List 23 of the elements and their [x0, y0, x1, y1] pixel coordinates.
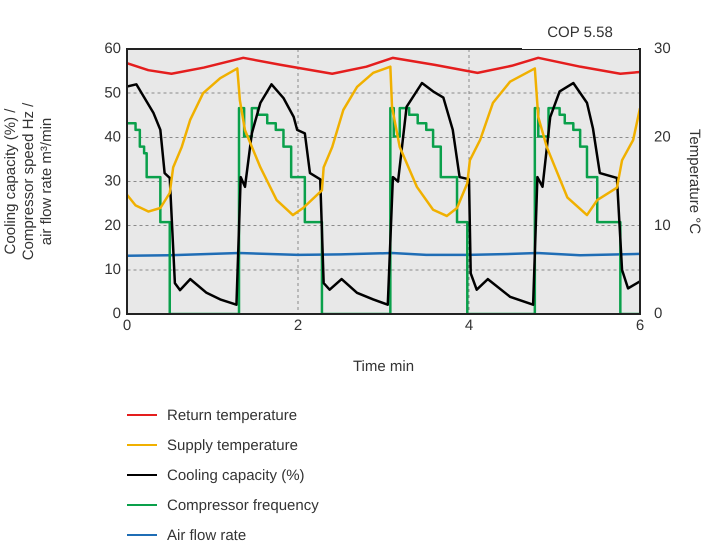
y-tick-label: 30 — [104, 172, 121, 190]
y-axis-title: Cooling capacity (%) / Compressor speed Hz / air flow rate m³/min — [2, 102, 56, 260]
legend-label: Compressor frequency — [167, 496, 319, 514]
x-tick-label: 2 — [294, 317, 302, 334]
y-tick-label: 40 — [104, 128, 121, 146]
y-tick-label: 20 — [104, 216, 121, 234]
x-tick-label: 4 — [464, 317, 474, 334]
legend-label: Supply temperature — [167, 436, 298, 454]
y2-tick-label: 0 — [654, 305, 662, 322]
y-tick-label: 50 — [104, 84, 121, 102]
y-tick-label: 0 — [112, 305, 121, 322]
legend-label: Air flow rate — [167, 526, 246, 544]
y2-axis-title: Temperature °C — [686, 128, 703, 234]
legend-label: Cooling capacity (%) — [167, 466, 305, 484]
x-tick-label: 6 — [636, 317, 644, 334]
y-tick-label: 60 — [104, 40, 121, 58]
y-tick-label: 10 — [104, 260, 121, 278]
y2-tick-label: 10 — [654, 216, 671, 234]
legend-label: Return temperature — [167, 406, 298, 424]
y2-tick-label: 30 — [654, 40, 671, 58]
y2-tick-label: 20 — [654, 128, 671, 146]
text: COP 5.58 — [522, 15, 638, 49]
x-axis-title: Time min — [352, 358, 414, 376]
